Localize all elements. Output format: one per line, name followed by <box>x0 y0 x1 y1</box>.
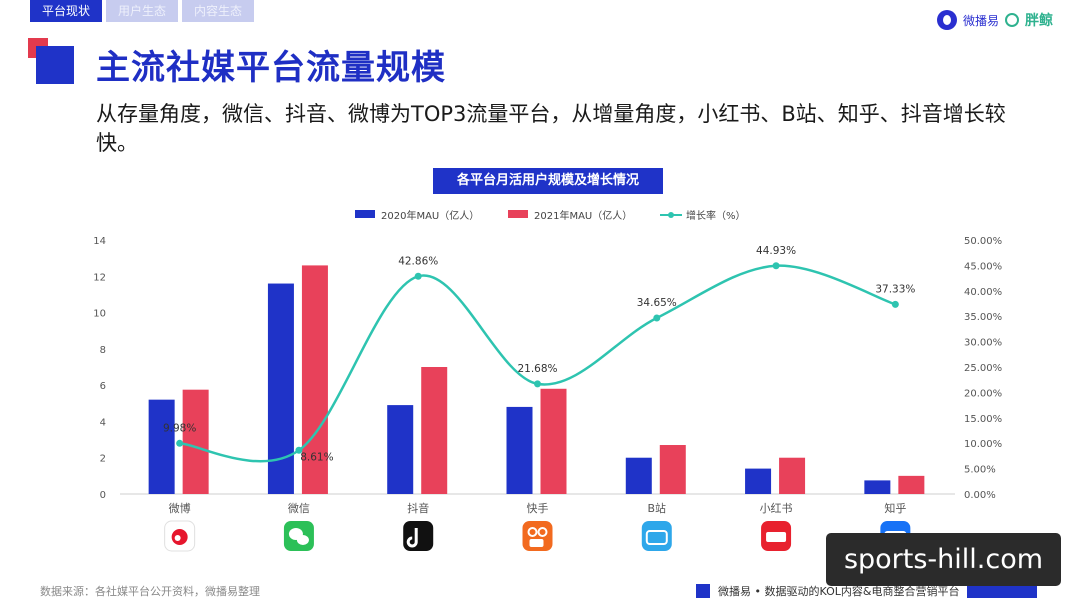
decor-square-blue <box>36 46 74 84</box>
brand-name-2: 胖鲸 <box>1025 13 1053 29</box>
page-description: 从存量角度，微信、抖音、微博为TOP3流量平台，从增量角度，小红书、B站、知乎、… <box>96 102 1006 155</box>
weiboyi-logo-icon <box>936 10 957 30</box>
y-left-tick-label: 12 <box>93 272 106 283</box>
footer: 微播易 • 数据驱动的KOL内容&电商整合营销平台 <box>696 583 1038 599</box>
growth-point <box>534 380 541 388</box>
y-right-tick-label: 35.00% <box>964 312 1002 323</box>
x-tick-label: 抖音 <box>407 501 429 515</box>
bar <box>864 480 891 494</box>
bar <box>659 445 686 494</box>
growth-point <box>891 300 899 308</box>
x-tick-label: 知乎 <box>884 501 906 515</box>
kuaishou-icon-ring <box>527 527 538 537</box>
wechat-icon-bubble <box>296 535 309 545</box>
growth-point <box>772 262 780 270</box>
legend-swatch <box>355 210 375 218</box>
y-right-tick-label: 20.00% <box>964 388 1002 399</box>
y-right-tick-label: 50.00% <box>964 236 1002 247</box>
growth-point <box>176 439 184 447</box>
xiaohongshu-icon-badge <box>766 532 787 542</box>
bar <box>387 405 414 494</box>
pangjing-logo-icon <box>1005 13 1019 27</box>
footer-text: 微播易 • 数据驱动的KOL内容&电商整合营销平台 <box>718 585 960 598</box>
y-right-tick-label: 5.00% <box>964 465 996 476</box>
x-tick-label: 微信 <box>288 501 310 515</box>
footer-square <box>696 584 710 598</box>
y-right-tick-label: 10.00% <box>964 439 1002 450</box>
x-tick-label: 小红书 <box>760 502 793 515</box>
growth-data-label: 44.93% <box>756 245 796 257</box>
growth-data-label: 34.65% <box>637 297 677 309</box>
y-left-tick-label: 8 <box>100 345 106 356</box>
y-right-tick-label: 0.00% <box>964 490 996 501</box>
x-tick-label: 微博 <box>169 501 191 515</box>
douyin-icon <box>403 521 434 551</box>
y-left-tick-label: 10 <box>93 309 106 320</box>
growth-point <box>414 272 422 280</box>
growth-point <box>653 314 661 322</box>
bar <box>421 367 448 494</box>
bar <box>148 399 175 494</box>
bar <box>540 388 567 494</box>
y-right-tick-label: 30.00% <box>964 338 1002 349</box>
bar <box>625 457 652 494</box>
y-left-tick-label: 14 <box>93 236 106 247</box>
tab-user-ecology[interactable]: 用户生态 <box>106 0 179 22</box>
x-tick-label: B站 <box>648 501 667 515</box>
source-note: 数据来源：各社媒平台公开资料，微播易整理 <box>40 585 260 598</box>
chart-title: 各平台月活用户规模及增长情况 <box>433 168 663 194</box>
y-right-tick-label: 40.00% <box>964 287 1002 298</box>
bar <box>267 283 294 494</box>
y-left-tick-label: 0 <box>100 490 106 501</box>
legend-label: 增长率（%） <box>686 209 746 222</box>
y-right-tick-label: 15.00% <box>964 414 1002 425</box>
growth-data-label: 42.86% <box>398 255 438 267</box>
page-title: 主流社媒平台流量规模 <box>96 48 446 88</box>
legend-label: 2020年MAU（亿人） <box>381 209 479 222</box>
kuaishou-icon-ring <box>537 527 548 537</box>
growth-data-label: 9.98% <box>163 422 196 434</box>
x-tick-label: 快手 <box>527 501 549 515</box>
brand-logo: 微播易 胖鲸 <box>936 10 1053 30</box>
bar <box>745 468 772 494</box>
y-left-tick-label: 4 <box>100 417 106 428</box>
brand-name-1: 微播易 <box>962 13 999 28</box>
bar <box>301 265 328 494</box>
kuaishou-icon-body <box>529 539 544 547</box>
footer-bar <box>967 584 1038 598</box>
y-left-tick-label: 6 <box>100 381 106 392</box>
bar <box>779 457 806 494</box>
growth-data-label: 21.68% <box>517 363 557 375</box>
bilibili-icon-screen <box>645 530 668 545</box>
growth-data-label: 8.61% <box>300 451 333 463</box>
bar <box>182 389 209 494</box>
tab-platform-status[interactable]: 平台现状 <box>30 0 103 22</box>
watermark: sports-hill.com <box>826 533 1061 586</box>
tab-content-ecology[interactable]: 内容生态 <box>182 0 255 22</box>
y-right-tick-label: 25.00% <box>964 363 1002 374</box>
growth-data-label: 37.33% <box>875 283 915 295</box>
weibo-icon-pupil <box>174 535 181 541</box>
legend-label: 2021年MAU（亿人） <box>534 209 632 222</box>
y-right-tick-label: 45.00% <box>964 261 1002 272</box>
bar <box>898 475 925 494</box>
legend-swatch-marker <box>668 212 674 218</box>
douyin-icon-note <box>406 528 418 548</box>
tab-bar: 平台现状 用户生态 内容生态 <box>30 0 255 22</box>
legend-swatch <box>508 210 528 218</box>
growth-point <box>295 446 303 454</box>
y-left-tick-label: 2 <box>100 454 106 465</box>
bar <box>506 406 533 494</box>
